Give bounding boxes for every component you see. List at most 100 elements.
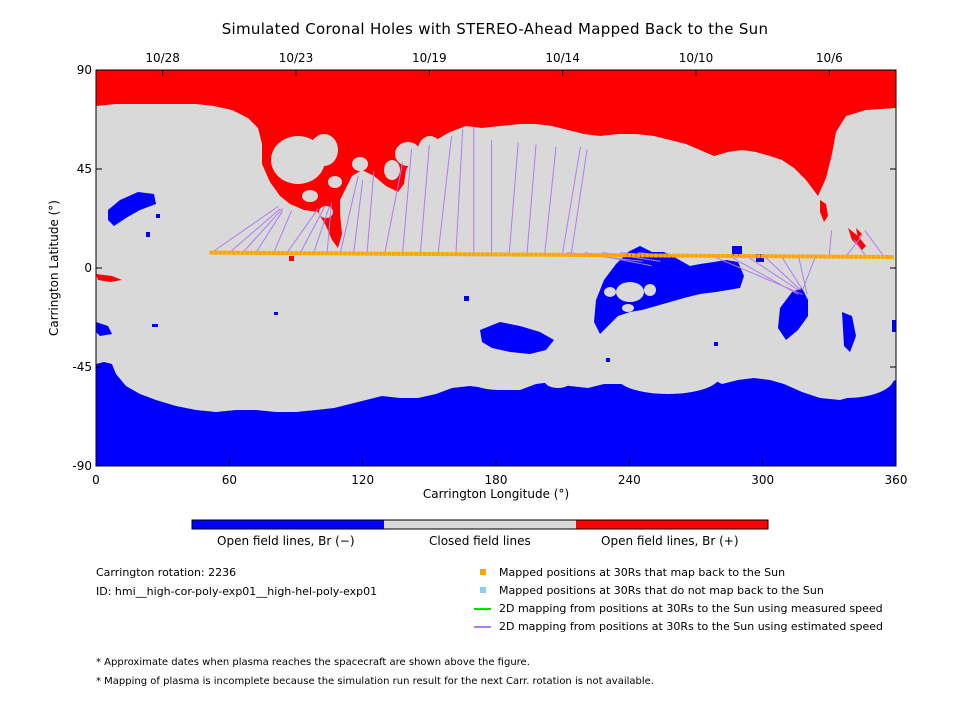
axes: 0 60 120 180 240 300 360 -90 -45 0 45 90 10/28 10/23 1…: [47, 51, 907, 501]
mapped-position: [738, 254, 743, 259]
mapping-line: [584, 252, 652, 267]
mapped-position: [787, 254, 792, 259]
mapped-position: [476, 252, 481, 257]
mapped-position: [502, 252, 507, 257]
mapping-line: [797, 254, 808, 295]
x-tick-label: 360: [885, 473, 908, 487]
mapped-position: [858, 254, 863, 259]
mapped-position: [365, 251, 370, 256]
mapped-position: [809, 254, 814, 259]
mapped-position: [471, 252, 476, 257]
mapped-position: [871, 254, 876, 259]
mapped-position: [294, 251, 298, 256]
date-label: 10/23: [279, 51, 314, 65]
mapped-position: [538, 252, 543, 257]
mapped-position: [440, 252, 445, 257]
mapped-position: [387, 251, 392, 256]
y-axis-label: Carrington Latitude (°): [47, 200, 61, 336]
mapped-position: [716, 253, 721, 258]
mapped-position: [574, 252, 578, 257]
mapped-position: [342, 251, 347, 256]
mapped-position: [454, 252, 458, 257]
mapped-position: [760, 254, 765, 259]
mapped-position: [298, 251, 303, 256]
mapped-position: [391, 251, 396, 256]
mapping-line: [562, 146, 581, 253]
mapped-position: [765, 254, 770, 259]
mapped-position: [467, 252, 472, 257]
mapped-position: [609, 253, 614, 258]
mapped-position: [636, 253, 641, 258]
mapped-position: [867, 254, 872, 259]
mapping-line: [286, 208, 319, 253]
central-negative-hole: [594, 246, 744, 334]
legend-label: Mapped positions at 30Rs that map back t…: [499, 566, 786, 579]
mapped-position: [720, 253, 725, 258]
mapped-position: [414, 251, 418, 256]
mapped-position: [729, 253, 734, 258]
x-tick-label: 240: [618, 473, 641, 487]
mapped-position: [422, 251, 427, 256]
mapping-line: [419, 144, 430, 253]
mapped-position: [836, 254, 841, 259]
legend-label: Mapped positions at 30Rs that do not map…: [499, 584, 824, 597]
mapped-position: [271, 251, 276, 256]
legend-label: 2D mapping from positions at 30Rs to the…: [499, 620, 884, 633]
colorbar-frame: [191, 519, 769, 530]
mapped-position: [689, 253, 694, 258]
mapped-position: [845, 254, 850, 259]
mapping-line: [780, 254, 804, 291]
mapped-position: [756, 254, 761, 259]
mapped-position: [658, 253, 663, 258]
mapped-position: [382, 251, 387, 256]
mapped-position: [614, 253, 618, 258]
x-axis-label: Carrington Longitude (°): [423, 487, 569, 501]
y-tick-label: -45: [72, 360, 92, 374]
mapped-position: [547, 252, 552, 257]
x-tick-label: 180: [485, 473, 508, 487]
mapped-position: [791, 254, 796, 259]
mapping-line: [313, 206, 330, 253]
colorbar-closed: [384, 520, 576, 529]
mapped-position: [302, 251, 307, 256]
colorbar-label-closed: Closed field lines: [429, 534, 531, 548]
mapped-position: [316, 251, 321, 256]
mapped-position: [654, 253, 658, 258]
mapped-position: [725, 253, 730, 258]
mapped-position: [511, 252, 516, 257]
mapping-line: [366, 171, 375, 253]
mapped-position: [285, 251, 290, 256]
mapped-position: [396, 251, 401, 256]
mapped-position: [587, 253, 592, 258]
mapped-position: [320, 251, 325, 256]
x-tick-label: 300: [751, 473, 774, 487]
date-label: 10/10: [679, 51, 714, 65]
mapped-position: [329, 251, 334, 256]
mapped-position: [218, 250, 223, 255]
mapped-position: [542, 252, 547, 257]
run-id: ID: hmi__high-cor-poly-exp01__high-hel-p…: [96, 585, 378, 598]
mapped-position: [649, 253, 654, 258]
mapped-position: [698, 253, 703, 258]
mapped-position: [600, 253, 605, 258]
mapped-position: [445, 252, 450, 257]
mapping-line: [846, 234, 864, 256]
mapping-line: [211, 205, 279, 254]
mapped-position: [520, 252, 525, 257]
mapping-line: [402, 149, 413, 253]
mapped-position: [289, 251, 294, 256]
mapped-position: [667, 253, 672, 258]
mapped-position: [591, 253, 596, 258]
mapping-line: [853, 239, 866, 256]
colorbar-label-negative: Open field lines, Br (−): [217, 534, 355, 548]
mapped-position: [369, 251, 374, 256]
mapped-position: [507, 252, 512, 257]
mapped-position: [356, 251, 361, 256]
mapping-line: [455, 129, 464, 253]
spacecraft-track: [209, 250, 894, 259]
legend-line: [474, 608, 491, 610]
legend-square: [480, 587, 486, 593]
date-label: 10/28: [145, 51, 180, 65]
mapped-position: [325, 251, 330, 256]
mapped-position: [351, 251, 356, 256]
